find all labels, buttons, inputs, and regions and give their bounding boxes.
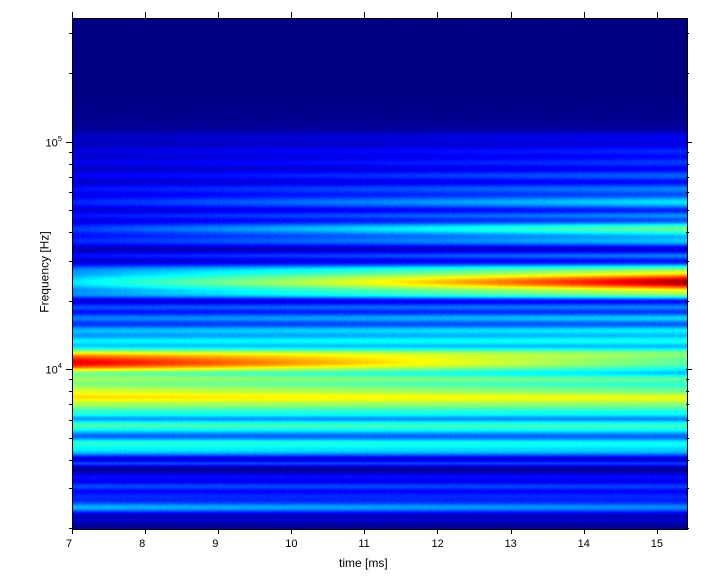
- x-tick-label: 14: [578, 538, 590, 550]
- y-minor-tick: [686, 438, 689, 439]
- y-minor-tick: [69, 488, 72, 489]
- x-tick-label: 15: [651, 538, 663, 550]
- x-tick: [584, 12, 585, 18]
- plot-area: [72, 18, 688, 530]
- x-tick: [218, 12, 219, 18]
- y-minor-tick: [686, 164, 689, 165]
- y-minor-tick: [686, 460, 689, 461]
- y-minor-tick: [686, 391, 689, 392]
- y-minor-tick: [686, 301, 689, 302]
- y-minor-tick: [686, 379, 689, 380]
- x-tick: [145, 12, 146, 18]
- y-minor-tick: [686, 232, 689, 233]
- y-minor-tick: [686, 192, 689, 193]
- y-minor-tick: [69, 261, 72, 262]
- y-minor-tick: [686, 177, 689, 178]
- y-minor-tick: [69, 73, 72, 74]
- x-tick: [364, 12, 365, 18]
- y-tick: [66, 369, 72, 370]
- y-minor-tick: [69, 379, 72, 380]
- x-tick: [364, 528, 365, 534]
- y-minor-tick: [69, 152, 72, 153]
- spectrogram-chart: 7 8 9 10 11 12 13 14 15 104 105 time [ms] Frequenc…: [0, 0, 718, 577]
- x-tick: [145, 528, 146, 534]
- y-tick-label: 104: [45, 362, 62, 377]
- y-minor-tick: [686, 152, 689, 153]
- y-tick: [686, 142, 692, 143]
- x-tick: [291, 12, 292, 18]
- x-axis-label: time [ms]: [339, 556, 388, 570]
- y-minor-tick: [686, 210, 689, 211]
- y-minor-tick: [69, 177, 72, 178]
- x-tick: [657, 12, 658, 18]
- x-tick-label: 13: [505, 538, 517, 550]
- y-minor-tick: [69, 192, 72, 193]
- y-tick: [66, 142, 72, 143]
- y-minor-tick: [686, 420, 689, 421]
- y-minor-tick: [69, 210, 72, 211]
- spectrogram-canvas: [73, 19, 687, 529]
- y-minor-tick: [69, 232, 72, 233]
- y-minor-tick: [686, 488, 689, 489]
- y-tick: [686, 369, 692, 370]
- x-tick: [511, 528, 512, 534]
- x-tick: [72, 528, 73, 534]
- x-tick-label: 9: [212, 538, 218, 550]
- x-tick: [657, 528, 658, 534]
- x-tick-label: 8: [139, 538, 145, 550]
- y-tick-label: 105: [45, 135, 62, 150]
- x-tick-label: 10: [285, 538, 297, 550]
- y-minor-tick: [69, 404, 72, 405]
- y-minor-tick: [69, 528, 72, 529]
- y-minor-tick: [69, 164, 72, 165]
- y-minor-tick: [69, 460, 72, 461]
- y-minor-tick: [686, 73, 689, 74]
- x-tick: [291, 528, 292, 534]
- y-minor-tick: [69, 391, 72, 392]
- x-tick-label: 11: [358, 538, 369, 550]
- y-minor-tick: [686, 404, 689, 405]
- x-tick: [584, 528, 585, 534]
- x-tick-label: 7: [66, 538, 72, 550]
- x-tick: [437, 12, 438, 18]
- y-minor-tick: [69, 33, 72, 34]
- x-tick-label: 12: [431, 538, 443, 550]
- y-minor-tick: [69, 420, 72, 421]
- y-minor-tick: [69, 438, 72, 439]
- y-minor-tick: [686, 528, 689, 529]
- x-tick: [511, 12, 512, 18]
- x-tick: [437, 528, 438, 534]
- y-minor-tick: [686, 33, 689, 34]
- x-tick: [72, 12, 73, 18]
- y-minor-tick: [686, 261, 689, 262]
- y-axis-label: Frequency [Hz]: [38, 231, 52, 312]
- y-minor-tick: [69, 301, 72, 302]
- x-tick: [218, 528, 219, 534]
